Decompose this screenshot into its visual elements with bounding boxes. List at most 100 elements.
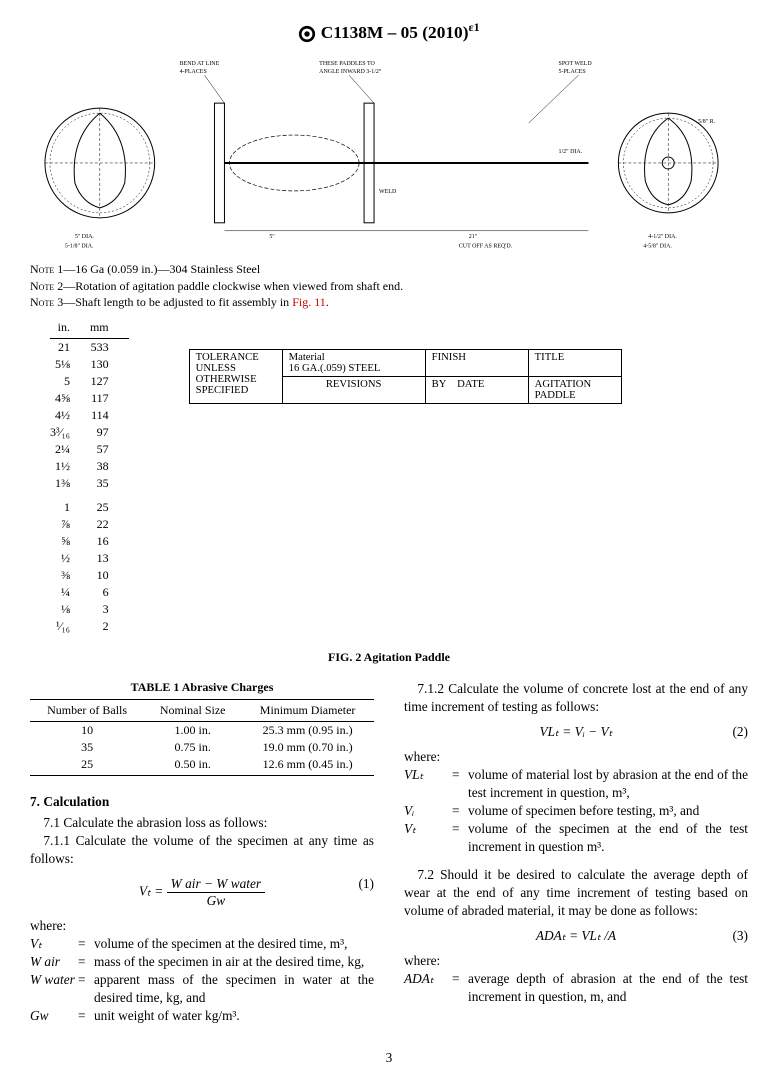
conv-in: 5 (50, 373, 90, 390)
conv-mm: 130 (90, 356, 129, 373)
dim-21: 21" (469, 234, 478, 240)
conv-in: ⅝ (50, 533, 90, 550)
date-label: DATE (457, 379, 484, 390)
definitions-1: Vₜ=volume of the specimen at the desired… (30, 935, 374, 1025)
t1-cell: 1.00 in. (144, 722, 241, 740)
conv-in: ½ (50, 550, 90, 567)
conv-in: 5⅛ (50, 356, 90, 373)
epsilon-sup: ε1 (468, 20, 479, 34)
equation-2: VLₜ = Vᵢ − Vₜ (2) (404, 724, 748, 740)
note-3: 3—Shaft length to be adjusted to fit ass… (57, 295, 292, 309)
def-symbol: Gw (30, 1007, 78, 1025)
designation: C1138M – 05 (2010) (321, 23, 469, 42)
section-7-title: 7. Calculation (30, 794, 374, 810)
material-label: Material (289, 352, 325, 363)
t1-cell: 25.3 mm (0.95 in.) (241, 722, 374, 740)
def-symbol: Vₜ (404, 820, 452, 856)
revisions-label: REVISIONS (282, 377, 425, 404)
page-number: 3 (30, 1050, 748, 1066)
equation-1: Vₜ = W air − W water Gw (1) (30, 876, 374, 909)
t1-cell: 12.6 mm (0.45 in.) (241, 756, 374, 776)
t1-cell: 35 (30, 739, 144, 756)
def-text: mass of the specimen in air at the desir… (94, 953, 374, 971)
abrasive-charges-table: TABLE 1 Abrasive Charges Number of Balls… (30, 680, 374, 776)
def-symbol: ADAₜ (404, 970, 452, 1006)
conv-mm: 533 (90, 339, 129, 357)
material-value: 16 GA.(.059) STEEL (289, 363, 381, 374)
t1-cell: 0.50 in. (144, 756, 241, 776)
def-text: volume of specimen before testing, m³, a… (468, 802, 748, 820)
astm-logo-icon (298, 25, 316, 43)
definitions-2: VLₜ=volume of material lost by abrasion … (404, 766, 748, 856)
def-symbol: W water (30, 971, 78, 1007)
conv-in: ¼ (50, 584, 90, 601)
conv-mm: 38 (90, 458, 129, 475)
dim-label: 4-5/8" DIA. (643, 244, 672, 250)
right-column: 7.1.2 Calculate the volume of concrete l… (404, 680, 748, 1025)
weld-label: WELD (379, 189, 397, 195)
conv-mm: 97 (90, 424, 129, 441)
conv-mm: 3 (90, 601, 129, 618)
dim-label: 5-1/8" DIA. (65, 244, 94, 250)
left-column: TABLE 1 Abrasive Charges Number of Balls… (30, 680, 374, 1025)
where-label-3: where: (404, 952, 748, 970)
conv-mm: 22 (90, 516, 129, 533)
spotweld-label2: 5-PLACES (559, 69, 586, 75)
def-text: apparent mass of the specimen in water a… (94, 971, 374, 1007)
note-2: 2—Rotation of agitation paddle clockwise… (57, 279, 403, 293)
definitions-3: ADAₜ=average depth of abrasion at the en… (404, 970, 748, 1006)
note-3-suffix: . (326, 295, 329, 309)
conv-in: 4½ (50, 407, 90, 424)
conv-mm: 25 (90, 492, 129, 516)
conversion-table: in. mm 215335⅛13051274⅝1174½1143³⁄₁₆972¼… (50, 319, 129, 635)
bend-label: BEND AT LINE (180, 61, 220, 67)
finish-label: FINISH (425, 350, 528, 377)
def-text: average depth of abrasion at the end of … (468, 970, 748, 1006)
paddles-label: THESE PADDLES TO (319, 61, 375, 67)
conv-in: 1½ (50, 458, 90, 475)
conv-mm: 16 (90, 533, 129, 550)
document-header: C1138M – 05 (2010)ε1 (30, 20, 748, 43)
p-7-1-1: 7.1.1 Calculate the volume of the specim… (30, 832, 374, 868)
t1-cell: 10 (30, 722, 144, 740)
dim-label: 5/8" R. (698, 119, 716, 125)
conv-in: ¹⁄₁₆ (50, 618, 90, 635)
conv-in: ⅞ (50, 516, 90, 533)
def-symbol: Vᵢ (404, 802, 452, 820)
tolerance-box: TOLERANCE UNLESS OTHERWISE SPECIFIED Mat… (189, 349, 622, 404)
def-text: unit weight of water kg/m³. (94, 1007, 374, 1025)
t1-cell: 0.75 in. (144, 739, 241, 756)
conv-mm: 35 (90, 475, 129, 492)
title-label: TITLE (528, 350, 621, 377)
def-symbol: VLₜ (404, 766, 452, 802)
conv-mm: 114 (90, 407, 129, 424)
def-text: volume of material lost by abrasion at t… (468, 766, 748, 802)
conv-header-in: in. (50, 319, 90, 339)
def-symbol: W air (30, 953, 78, 971)
conv-in: ⅜ (50, 567, 90, 584)
conv-mm: 117 (90, 390, 129, 407)
tol-cell: TOLERANCE UNLESS OTHERWISE SPECIFIED (189, 350, 282, 404)
spotweld-label: SPOT WELD (559, 61, 593, 67)
title-value: AGITATION PADDLE (528, 377, 621, 404)
def-text: volume of the specimen at the end of the… (468, 820, 748, 856)
figure-notes: Note 1—16 Ga (0.059 in.)—304 Stainless S… (30, 261, 748, 311)
conv-mm: 57 (90, 441, 129, 458)
conv-in: 1⅜ (50, 475, 90, 492)
note-1: 1—16 Ga (0.059 in.)—304 Stainless Steel (57, 262, 260, 276)
agitation-paddle-drawing: 5" DIA. 5-1/8" DIA. BEND AT LINE 4-PLACE… (30, 53, 748, 253)
conv-header-mm: mm (90, 319, 129, 339)
conv-mm: 6 (90, 584, 129, 601)
t1-h1: Nominal Size (144, 700, 241, 722)
table1-caption: TABLE 1 Abrasive Charges (30, 680, 374, 699)
conv-mm: 10 (90, 567, 129, 584)
dim-label: 5" DIA. (75, 234, 95, 240)
def-symbol: Vₜ (30, 935, 78, 953)
conv-mm: 127 (90, 373, 129, 390)
conv-in: 2¼ (50, 441, 90, 458)
t1-cell: 25 (30, 756, 144, 776)
fig11-link[interactable]: Fig. 11 (292, 295, 326, 309)
where-label-1: where: (30, 917, 374, 935)
conv-in: 4⅝ (50, 390, 90, 407)
paddles-label2: ANGLE INWARD 3-1/2° (319, 68, 382, 75)
